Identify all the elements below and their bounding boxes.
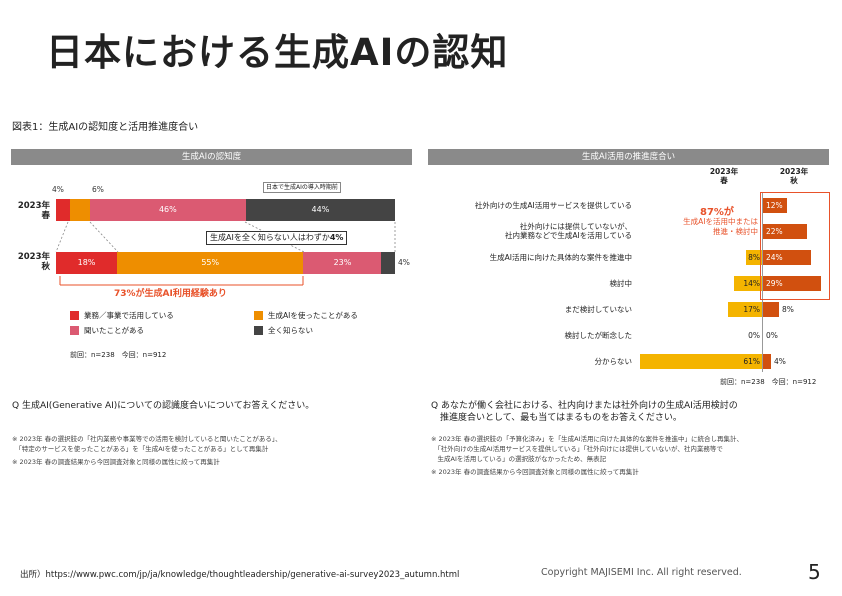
legend-label-business: 業務／事業で活用している — [84, 311, 174, 320]
bar-seg-spring-unknown: 44% — [245, 199, 395, 221]
right-note-3: 生成AIを活用している」の選択肢がなかったため、無表記 — [431, 455, 607, 463]
source-url[interactable]: 出所）https://www.pwc.com/jp/ja/knowledge/t… — [20, 570, 460, 580]
autumn-value: 12% — [766, 201, 783, 210]
slide-title: 日本における生成AIの認知 — [46, 31, 509, 74]
legend-label-unknown: 全く知らない — [268, 326, 313, 335]
right-note-1: ※ 2023年 春の選択肢の「予算化済み」を「生成AI活用に向けた具体的な案件を… — [431, 435, 743, 443]
legend-swatch-used — [254, 311, 263, 320]
right-row-label: 検討したが断念した — [564, 331, 633, 340]
right-question-1: Q あなたが働く会社における、社内向けまたは社外向けの生成AI活用検討の — [431, 401, 738, 411]
bar-seg-autumn-heard: 23% — [303, 252, 382, 274]
copyright: Copyright MAJISEMI Inc. All right reserv… — [541, 567, 742, 578]
callout-87: 87%が — [700, 207, 734, 218]
right-row-label: まだ検討していない — [564, 305, 632, 314]
legend-label-heard: 聞いたことがある — [84, 326, 144, 335]
col-header-spring: 2023年 春 — [709, 167, 739, 185]
highlight-box — [760, 192, 830, 300]
bar-seg-spring-heard: 46% — [89, 199, 246, 221]
spring-bar — [728, 302, 762, 317]
autumn-bar — [763, 354, 771, 369]
callout-87-text: 生成AIを活用中または 推進・検討中 — [683, 217, 758, 236]
figure-title: 図表1：生成AIの認知度と活用推進度合い — [12, 122, 199, 133]
right-row-label: 社外向けの生成AI活用サービスを提供している — [474, 201, 632, 210]
legend-swatch-heard — [70, 326, 79, 335]
page-number: 5 — [808, 560, 821, 584]
right-note-2: 「社外向けの生成AI活用サービスを提供している」「社外向けには提供していないが、… — [431, 445, 723, 453]
left-row-label-autumn: 2023年秋 — [17, 252, 50, 272]
right-base-n: 前回：n=238 今回：n=912 — [720, 378, 817, 386]
spring-value: 17% — [743, 305, 760, 314]
autumn-value: 29% — [766, 279, 783, 288]
spring-bar — [640, 354, 762, 369]
autumn-bar — [763, 302, 779, 317]
right-question-2: 推進度合いとして、最も当てはまるものをお答えください。 — [431, 413, 682, 423]
era-note: 日本で生成AIの導入時期前 — [263, 182, 341, 193]
spring-value: 14% — [743, 279, 760, 288]
autumn-value: 0% — [766, 331, 778, 340]
autumn-bar — [763, 250, 811, 265]
col-header-autumn: 2023年 秋 — [779, 167, 809, 185]
left-base-n: 前回：n=238 今回：n=912 — [70, 351, 167, 359]
legend-swatch-business — [70, 311, 79, 320]
autumn-bar — [763, 198, 787, 213]
right-panel-header: 生成AI活用の推進度合い — [428, 149, 829, 165]
bar-seg-autumn-business: 18% — [56, 252, 118, 274]
bar-seg-autumn-unknown — [381, 252, 395, 274]
left-note-3: ※ 2023年 春の調査結果から今回調査対象と同様の属性に絞って再集計 — [12, 458, 220, 466]
spring-value: 8% — [748, 253, 760, 262]
bar-outside-label: 4% — [52, 185, 64, 194]
autumn-value: 8% — [782, 305, 794, 314]
spring-value: 61% — [743, 357, 760, 366]
right-row-label: 検討中 — [609, 279, 633, 288]
bar-seg-autumn-used: 55% — [117, 252, 304, 274]
right-row-label: 社外向けには提供していないが、 社内業務などで生成AIを活用している — [505, 222, 632, 240]
left-note-2: 「特定のサービスを使ったことがある」を「生成AIを使ったことがある」として再集計 — [12, 445, 269, 453]
autumn-value: 22% — [766, 227, 783, 236]
left-panel-header: 生成AIの認知度 — [11, 149, 412, 165]
autumn-bar — [763, 276, 821, 291]
right-note-4: ※ 2023年 春の調査結果から今回調査対象と同様の属性に絞って再集計 — [431, 468, 639, 476]
spring-bar — [746, 250, 762, 265]
bar-seg-spring-business — [56, 199, 70, 221]
autumn-bar — [763, 224, 807, 239]
left-question: Q 生成AI(Generative AI)についての認識度合いについてお答えくだ… — [12, 401, 315, 411]
right-row-label: 生成AI活用に向けた具体的な案件を推進中 — [489, 253, 632, 262]
right-row-label: 分からない — [594, 357, 633, 366]
left-row-label-spring: 2023年春 — [17, 201, 50, 221]
legend-label-used: 生成AIを使ったことがある — [268, 311, 358, 320]
bar-outside-label: 6% — [92, 185, 104, 194]
legend-swatch-unknown — [254, 326, 263, 335]
autumn-value: 4% — [774, 357, 786, 366]
bar-outside-label: 4% — [398, 258, 410, 267]
usage-73-callout: 73%が生成AI利用経験あり — [110, 286, 231, 299]
spring-bar — [734, 276, 762, 291]
right-axis — [762, 192, 763, 372]
bar-seg-spring-used — [69, 199, 90, 221]
spring-value: 0% — [748, 331, 760, 340]
autumn-value: 24% — [766, 253, 783, 262]
left-note-1: ※ 2023年 春の選択肢の「社内業務や事業等での活用を検討していると聞いたこと… — [12, 435, 282, 443]
unaware-callout: 生成AIを全く知らない人はわずか4% — [206, 231, 348, 245]
